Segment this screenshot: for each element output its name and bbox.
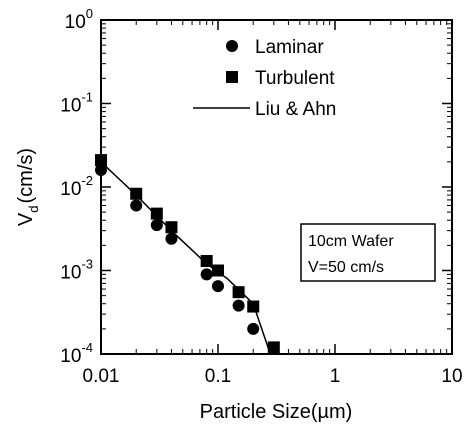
data-point-turbulent — [130, 187, 143, 200]
y-tick-label: 10-3 — [60, 257, 93, 284]
data-point-laminar — [212, 280, 224, 293]
legend-marker-laminar — [226, 40, 238, 52]
data-point-laminar — [150, 219, 163, 232]
legend-label-laminar: Laminar — [255, 37, 324, 58]
data-point-turbulent — [267, 341, 280, 354]
legend-marker-turbulent — [226, 71, 238, 83]
y-tick-label: 10-1 — [60, 90, 93, 117]
y-tick-label: 100 — [65, 6, 93, 33]
x-axis-label: Particle Size(µm) — [200, 401, 353, 423]
series-line-liu-ahn — [100, 161, 272, 355]
x-tick-label: 0.01 — [83, 366, 120, 387]
data-point-laminar — [165, 232, 178, 245]
y-axis-label: Vd(cm/s) — [15, 148, 41, 226]
data-point-turbulent — [232, 286, 245, 299]
legend: Laminar Turbulent Liu & Ahn — [193, 37, 336, 120]
data-point-laminar — [200, 268, 213, 281]
data-marks — [95, 154, 280, 355]
legend-label-turbulent: Turbulent — [255, 68, 335, 89]
legend-label-liu-ahn: Liu & Ahn — [255, 99, 336, 120]
data-point-laminar — [247, 322, 260, 335]
data-point-turbulent — [200, 254, 213, 267]
annotation-box: 10cm Wafer V=50 cm/s — [300, 223, 436, 282]
y-tick-labels: 100 10-1 10-2 10-3 10-4 — [60, 6, 93, 367]
x-tick-label: 1 — [330, 366, 341, 387]
axis-ticks — [100, 19, 453, 355]
y-tick-label: 10-4 — [60, 340, 93, 367]
y-tick-label: 10-2 — [60, 173, 93, 200]
x-tick-label: 0.1 — [205, 366, 231, 387]
data-point-turbulent — [95, 154, 107, 167]
x-tick-labels: 0.01 0.1 1 10 — [83, 366, 463, 387]
data-point-turbulent — [150, 207, 163, 220]
annotation-frame — [300, 223, 436, 282]
data-point-turbulent — [165, 221, 178, 234]
annotation-line-1: 10cm Wafer — [308, 233, 394, 250]
x-tick-label: 10 — [441, 366, 462, 387]
data-point-turbulent — [247, 300, 260, 313]
data-point-laminar — [95, 163, 107, 176]
annotation-line-2: V=50 cm/s — [308, 259, 384, 276]
data-point-laminar — [130, 199, 143, 212]
data-point-laminar — [232, 299, 245, 312]
